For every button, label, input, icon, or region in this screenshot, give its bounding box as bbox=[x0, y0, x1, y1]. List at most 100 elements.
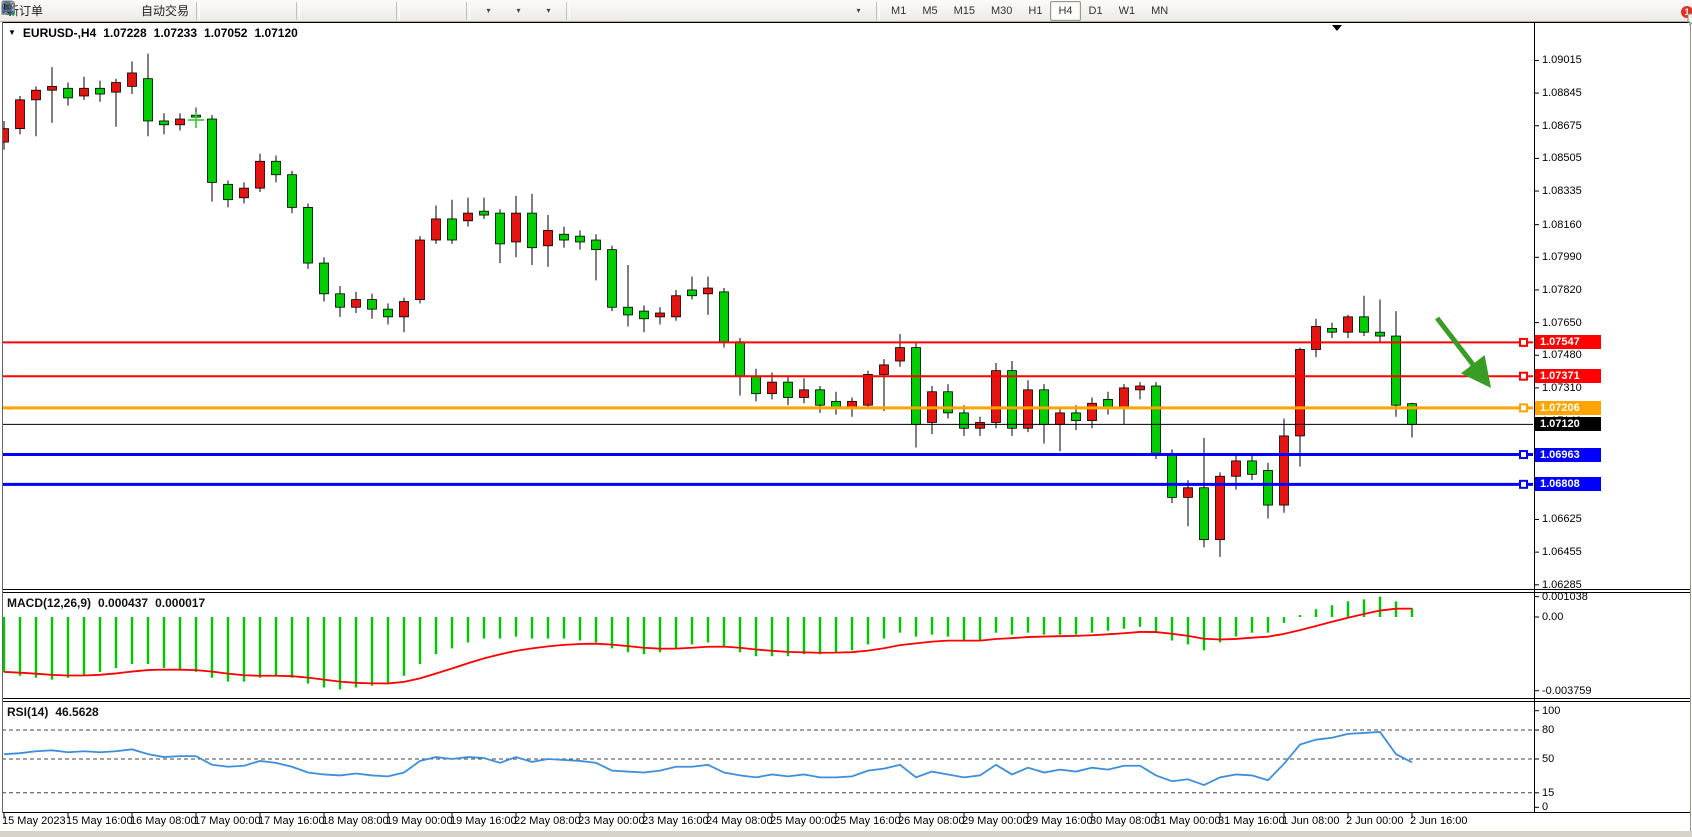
time-axis-label[interactable]: 26 May 08:00 bbox=[898, 815, 965, 827]
price-scale-tick[interactable]: 1.07650 bbox=[1542, 316, 1582, 329]
candle bbox=[543, 230, 553, 247]
time-axis-label[interactable]: 30 May 08:00 bbox=[1090, 815, 1157, 827]
price-scale-tick[interactable]: 1.06455 bbox=[1542, 546, 1582, 559]
fibonacci-tool-button[interactable]: F bbox=[2, 0, 783, 22]
search-icon[interactable] bbox=[0, 0, 16, 16]
timeframe-button-m15[interactable]: M15 bbox=[953, 4, 975, 17]
time-axis-label[interactable]: 17 May 00:00 bbox=[194, 815, 261, 827]
candle bbox=[79, 87, 89, 97]
time-axis-label[interactable]: 19 May 00:00 bbox=[386, 815, 453, 827]
timeframe-button-m1[interactable]: M1 bbox=[891, 4, 907, 17]
rsi-scale-tick[interactable]: 50 bbox=[1542, 753, 1555, 765]
macd-scale-tick[interactable]: -0.003759 bbox=[1542, 684, 1592, 697]
timeframe-button-w1[interactable]: W1 bbox=[1118, 4, 1136, 17]
price-scale-tick[interactable]: 1.09015 bbox=[1542, 54, 1582, 67]
price-scale-tick[interactable]: 1.08505 bbox=[1542, 152, 1582, 165]
zoom-out-button[interactable] bbox=[1, 0, 363, 22]
time-axis-label[interactable]: 18 May 08:00 bbox=[322, 815, 389, 827]
vertical-line-tool-button[interactable] bbox=[7, 0, 663, 22]
notification-badge: 1 bbox=[1681, 5, 1692, 18]
macd-scale-tick[interactable]: 0.00 bbox=[1542, 611, 1564, 623]
signals-button[interactable] bbox=[2, 0, 137, 22]
price-scale-tick[interactable]: 1.07310 bbox=[1542, 381, 1582, 394]
time-axis-label[interactable]: 23 May 16:00 bbox=[642, 815, 709, 827]
line-handle[interactable] bbox=[1519, 450, 1528, 460]
time-axis-label[interactable]: 24 May 08:00 bbox=[706, 815, 773, 827]
toolbar-separator bbox=[466, 1, 471, 20]
time-axis-label[interactable]: 1 Jun 08:00 bbox=[1282, 815, 1340, 827]
crosshair-tool-button[interactable] bbox=[2, 0, 633, 22]
market-watch-button[interactable] bbox=[2, 0, 77, 22]
arrows-tool-button[interactable]: ▾ bbox=[4, 0, 873, 22]
candle bbox=[1119, 387, 1129, 408]
macd-scale-tick[interactable]: 0.001038 bbox=[1542, 590, 1588, 603]
bar-chart-mode-button[interactable] bbox=[2, 0, 233, 22]
time-axis-label[interactable]: 17 May 16:00 bbox=[258, 815, 325, 827]
time-axis-label[interactable]: 15 May 16:00 bbox=[66, 815, 133, 827]
time-axis-label[interactable]: 31 May 16:00 bbox=[1218, 815, 1285, 827]
trendline-tool-button[interactable] bbox=[2, 0, 723, 22]
time-axis-label[interactable]: 22 May 08:00 bbox=[514, 815, 581, 827]
time-axis-label[interactable]: 16 May 08:00 bbox=[130, 815, 197, 827]
price-pane[interactable] bbox=[0, 53, 1417, 557]
scroll-to-end-marker[interactable] bbox=[1332, 25, 1342, 31]
rsi-scale-tick[interactable]: 100 bbox=[1542, 704, 1561, 717]
candlestick-mode-button[interactable] bbox=[2, 0, 263, 22]
auto-scroll-button[interactable] bbox=[1, 0, 433, 22]
line-handle[interactable] bbox=[1519, 403, 1528, 413]
line-handle[interactable] bbox=[1519, 371, 1528, 381]
cursor-tool-button[interactable] bbox=[4, 0, 603, 22]
line-chart-mode-button[interactable] bbox=[1, 0, 293, 22]
price-scale-tick[interactable]: 1.07820 bbox=[1542, 283, 1582, 296]
candle bbox=[1151, 385, 1161, 454]
text-tool-button[interactable]: A bbox=[4, 0, 813, 22]
horizontal-line-tool-button[interactable] bbox=[2, 0, 693, 22]
time-axis-label[interactable]: 25 May 16:00 bbox=[834, 815, 901, 827]
price-scale-tick[interactable]: 1.08160 bbox=[1542, 218, 1582, 231]
timeframe-button-m5[interactable]: M5 bbox=[922, 4, 938, 17]
candle bbox=[351, 299, 361, 308]
timeframe-button-h4[interactable]: H4 bbox=[1050, 0, 1081, 21]
line-handle[interactable] bbox=[1519, 337, 1528, 347]
text-label-tool-button[interactable]: T bbox=[2, 0, 843, 22]
price-scale-tick[interactable]: 1.06625 bbox=[1542, 513, 1582, 526]
price-scale-tick[interactable]: 1.07480 bbox=[1542, 349, 1582, 362]
rsi-scale-tick[interactable]: 80 bbox=[1542, 724, 1555, 737]
price-scale-tick[interactable]: 1.08845 bbox=[1542, 87, 1582, 100]
trend-arrow-annotation[interactable] bbox=[1435, 316, 1492, 388]
autotrading-button[interactable]: 自动交易 bbox=[1, 0, 193, 22]
rsi-scale-tick[interactable]: 0 bbox=[1542, 801, 1549, 814]
time-axis-label[interactable]: 31 May 00:00 bbox=[1154, 815, 1221, 827]
chart-heading: ▼ EURUSD-,H4 1.07228 1.07233 1.07052 1.0… bbox=[8, 26, 298, 40]
price-scale-tick[interactable]: 1.08335 bbox=[1542, 185, 1582, 198]
zoom-in-button[interactable] bbox=[1, 0, 333, 22]
tile-windows-button[interactable] bbox=[1, 0, 393, 22]
time-axis-label[interactable]: 2 Jun 16:00 bbox=[1410, 815, 1468, 827]
chart-shift-button[interactable] bbox=[1, 0, 463, 22]
one-click-trading-arrow-icon[interactable]: ▼ bbox=[8, 27, 16, 37]
timeframe-button-m30[interactable]: M30 bbox=[991, 4, 1013, 17]
time-axis-label[interactable]: 19 May 16:00 bbox=[450, 815, 517, 827]
rsi-scale-tick[interactable]: 15 bbox=[1542, 786, 1555, 799]
time-axis-label[interactable]: 15 May 2023 bbox=[2, 815, 66, 827]
profiles-button[interactable]: ▾ bbox=[1, 0, 533, 22]
time-axis-label[interactable]: 23 May 00:00 bbox=[578, 815, 645, 827]
time-axis-label[interactable]: 25 May 00:00 bbox=[770, 815, 837, 827]
terminal-window-button[interactable] bbox=[1, 0, 107, 22]
timeframe-button-d1[interactable]: D1 bbox=[1088, 4, 1103, 17]
candle bbox=[975, 422, 985, 429]
indicators-button[interactable]: ▾ bbox=[1, 0, 563, 22]
channel-tool-button[interactable]: E bbox=[1, 0, 753, 22]
new-chart-button[interactable]: ▾ bbox=[1, 0, 503, 22]
timeframe-button-h1[interactable]: H1 bbox=[1028, 4, 1043, 17]
price-scale-tick[interactable]: 1.07990 bbox=[1542, 251, 1582, 264]
time-axis-label[interactable]: 29 May 16:00 bbox=[1026, 815, 1093, 827]
timeframe-button-mn[interactable]: MN bbox=[1151, 4, 1169, 17]
time-axis-label[interactable]: 2 Jun 00:00 bbox=[1346, 815, 1404, 827]
time-axis-label[interactable]: 29 May 00:00 bbox=[962, 815, 1029, 827]
price-scale-tick[interactable]: 1.06285 bbox=[1542, 578, 1582, 591]
line-handle[interactable] bbox=[1519, 479, 1528, 489]
price-scale-tick[interactable]: 1.08675 bbox=[1542, 119, 1582, 132]
